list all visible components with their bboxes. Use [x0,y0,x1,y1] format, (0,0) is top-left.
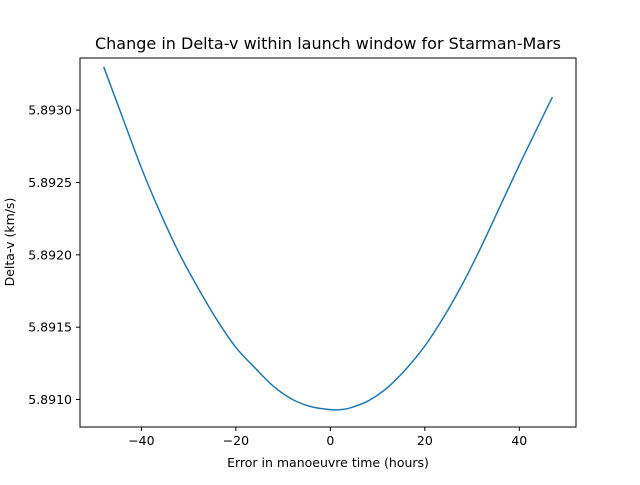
x-tick-label: 0 [326,433,334,448]
x-tick-label: −20 [223,433,249,448]
plot-frame [79,57,577,428]
y-tick-label: 5.8910 [28,392,72,407]
x-axis-label: Error in manoeuvre time (hours) [227,455,429,470]
chart-title: Change in Delta-v within launch window f… [95,34,561,53]
tick-layer: −40 −20 0 20 40 5.8910 5.8915 5.8920 5.8925 5.893… [28,103,527,448]
y-axis-label: Delta-v (km/s) [2,198,17,287]
x-tick-label: 20 [417,433,433,448]
y-tick-label: 5.8915 [28,320,72,335]
plot-layer [102,66,554,411]
y-tick-label: 5.8930 [28,103,72,118]
y-tick-label: 5.8925 [28,175,72,190]
series-line [102,66,554,411]
x-tick-label: −40 [128,433,154,448]
y-tick-label: 5.8920 [28,247,72,262]
x-tick-label: 40 [511,433,527,448]
